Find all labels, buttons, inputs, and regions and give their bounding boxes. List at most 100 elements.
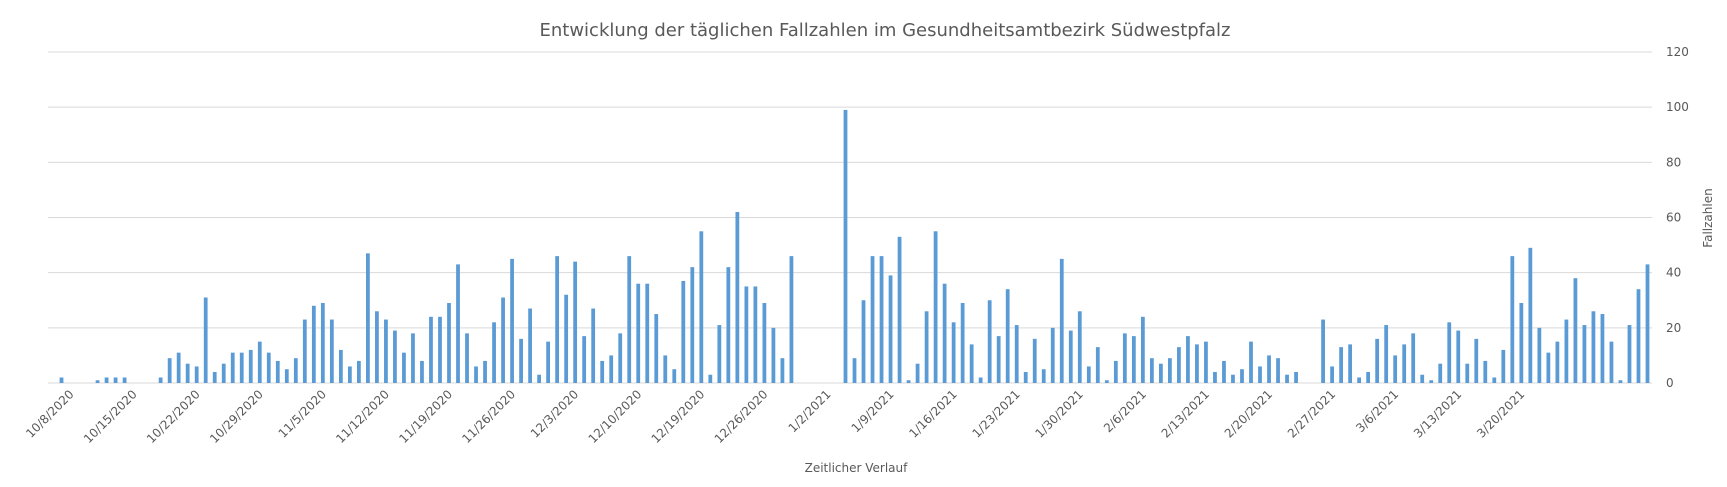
bar [744, 286, 749, 383]
bar [185, 363, 190, 383]
bar [1122, 333, 1127, 383]
x-tick-label: 11/19/2020 [396, 387, 455, 446]
x-tick-label: 1/23/2021 [969, 387, 1022, 440]
bar [1330, 366, 1334, 383]
bar [1402, 344, 1407, 383]
bar [275, 360, 280, 383]
bar [636, 283, 641, 383]
bar [1104, 380, 1109, 383]
bar [1041, 369, 1046, 383]
bar [879, 256, 884, 383]
bar [320, 303, 325, 383]
bar [347, 366, 352, 383]
bar [1411, 333, 1416, 383]
bar [1086, 366, 1091, 383]
y-tick-label: 60 [1666, 211, 1681, 225]
bar [1005, 289, 1010, 383]
bar [672, 369, 677, 383]
bar [771, 327, 776, 383]
x-tick-label: 11/5/2020 [276, 387, 329, 440]
bar [510, 258, 514, 383]
bar [537, 374, 542, 383]
bar [960, 303, 965, 383]
bar [113, 377, 118, 383]
bar [311, 305, 316, 383]
bar [618, 333, 623, 383]
y-tick-label: 100 [1666, 100, 1689, 114]
bar [861, 300, 866, 383]
x-tick-label: 12/19/2020 [649, 387, 708, 446]
bar [1276, 358, 1280, 383]
bar [474, 366, 478, 383]
bar [1140, 316, 1145, 383]
bar [293, 358, 298, 383]
x-tick-label: 3/13/2021 [1411, 387, 1464, 440]
bar [429, 316, 433, 383]
bar [375, 311, 379, 383]
bar [1068, 330, 1073, 383]
bar [1249, 341, 1253, 383]
bar [1438, 363, 1443, 383]
bar [708, 374, 713, 383]
bar [1609, 341, 1614, 383]
bar [338, 349, 343, 383]
x-tick-label: 1/16/2021 [906, 387, 959, 440]
bar [1186, 336, 1190, 383]
bar [1501, 349, 1506, 383]
x-tick-label: 3/6/2021 [1353, 387, 1401, 435]
bar [555, 256, 560, 383]
bar [1555, 341, 1560, 383]
bar [221, 363, 226, 383]
bar [1384, 325, 1389, 383]
bar [1375, 338, 1380, 383]
bar [1113, 360, 1118, 383]
x-tick-label: 2/20/2021 [1222, 387, 1275, 440]
bar [717, 325, 722, 383]
bar [203, 297, 208, 383]
bar [1339, 347, 1344, 383]
bar [1600, 314, 1605, 383]
x-tick-label: 1/2/2021 [786, 387, 834, 435]
bar [573, 261, 578, 383]
bar [564, 294, 569, 383]
bar [627, 256, 632, 383]
bar [528, 308, 532, 383]
bar [176, 352, 181, 383]
bar [591, 308, 596, 383]
y-tick-label: 80 [1666, 155, 1681, 169]
bar [465, 333, 469, 383]
bars [59, 109, 1650, 384]
bar [1492, 377, 1497, 383]
bar [1095, 347, 1100, 383]
bar [1393, 355, 1398, 383]
bar [411, 333, 415, 383]
bar [546, 341, 551, 383]
bar [1213, 371, 1217, 383]
bar [726, 267, 731, 383]
bar [924, 311, 929, 383]
bar [942, 283, 947, 383]
bar [1204, 341, 1208, 383]
bar [456, 264, 460, 383]
bar [402, 352, 406, 383]
bar [789, 256, 794, 383]
bar [1519, 303, 1524, 383]
bar [897, 236, 902, 383]
bar [1447, 322, 1452, 383]
x-tick-label: 11/26/2020 [459, 387, 518, 446]
bar [663, 355, 668, 383]
bar [1429, 380, 1434, 383]
bar [1158, 363, 1163, 383]
y-axis-title: Fallzahlen [1701, 188, 1715, 247]
bar [248, 349, 253, 383]
x-tick-label: 3/20/2021 [1474, 387, 1527, 440]
bar [1465, 363, 1470, 383]
bar [582, 336, 587, 383]
bar [366, 253, 370, 383]
bar [1077, 311, 1082, 383]
bar [1195, 344, 1199, 383]
bar [1168, 358, 1172, 383]
x-tick-label: 12/26/2020 [712, 387, 771, 446]
bar [1474, 338, 1479, 383]
